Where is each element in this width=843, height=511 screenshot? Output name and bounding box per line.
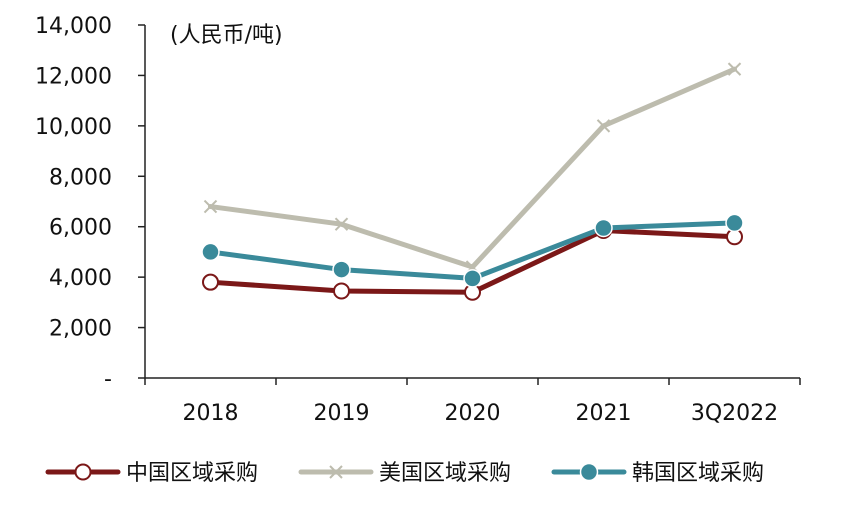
y-tick-label: 8,000 [49, 165, 112, 190]
series-1-point [596, 119, 611, 133]
legend-item-1: 美国区域采购 [298, 461, 511, 486]
series-2-point [463, 269, 482, 288]
series-1-point-stroke-b [203, 199, 218, 214]
series-1-point-stroke-b [334, 217, 349, 231]
series-2-point [332, 260, 351, 279]
series-2-point [201, 242, 220, 262]
legend-label: 韩国区域采购 [632, 461, 764, 486]
legend-swatch-marker [329, 465, 343, 479]
legend-swatch-marker [579, 462, 599, 482]
series-markers [201, 62, 744, 301]
y-tick-label: - [104, 367, 112, 392]
series-1-point-stroke-b [596, 119, 611, 133]
series-0-point [202, 273, 219, 291]
series-1-point-stroke-b [727, 62, 742, 76]
x-tick-label: 3Q2022 [691, 401, 778, 426]
series-1-point [334, 217, 349, 231]
legend-swatch-marker-stroke-b [329, 465, 343, 479]
series-1-point [727, 62, 742, 76]
y-tick-label: 12,000 [35, 64, 112, 89]
y-tick-label: 4,000 [49, 266, 112, 291]
y-tick-label: 14,000 [35, 14, 112, 39]
series-2-point [725, 213, 744, 233]
legend-label: 美国区域采购 [379, 461, 511, 486]
y-tick-label: 2,000 [49, 317, 112, 342]
series-2-point [594, 218, 613, 238]
x-tick-label: 2019 [314, 401, 370, 426]
series-0-point [333, 282, 350, 300]
legend-label: 中国区域采购 [126, 461, 258, 486]
x-tick-label: 2018 [183, 401, 239, 426]
legend-swatch-marker [74, 463, 92, 481]
x-tick-label: 2021 [576, 401, 632, 426]
unit-label: (人民币/吨) [170, 23, 283, 48]
series-line-1 [208, 66, 737, 270]
legend-item-2: 韩国区域采购 [551, 461, 764, 486]
legend-item-0: 中国区域采购 [45, 461, 258, 486]
axes: - 2,000 4,000 6,000 8,000 10,000 12,000 14,000 2… [35, 14, 801, 426]
legend: 中国区域采购 美国区域采购 韩国区域采购 [45, 461, 764, 486]
series-1-point [203, 199, 218, 214]
x-tick-label: 2020 [445, 401, 501, 426]
y-tick-label: 6,000 [49, 216, 112, 241]
y-tick-label: 10,000 [35, 115, 112, 140]
series-lines [208, 66, 737, 295]
